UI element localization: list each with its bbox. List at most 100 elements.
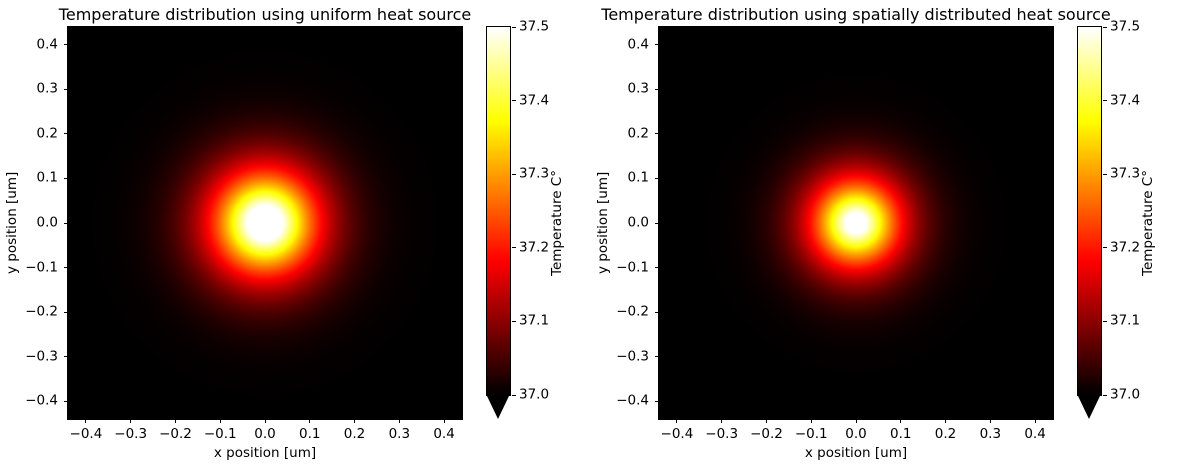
y-tick-label: 0.2 — [36, 125, 58, 142]
x-tick-mark — [989, 419, 991, 423]
y-tick-mark — [64, 356, 68, 358]
y-tick-label: −0.2 — [616, 303, 649, 320]
colorbar-tick-label: 37.0 — [1110, 386, 1141, 403]
y-tick-label: 0.4 — [627, 36, 649, 53]
x-tick-mark — [85, 419, 87, 423]
x-tick-label: −0.2 — [750, 426, 783, 442]
x-tick-label: −0.4 — [69, 426, 103, 442]
x-tick-label: −0.3 — [705, 426, 739, 442]
x-tick-mark — [398, 419, 400, 423]
y-tick-label: −0.3 — [25, 348, 58, 365]
y-tick-label: −0.4 — [616, 392, 649, 409]
x-tick-mark — [765, 419, 767, 423]
x-tick-label: 0.2 — [343, 426, 366, 442]
y-tick-label: 0.4 — [36, 36, 58, 53]
y-tick-mark — [655, 177, 659, 179]
colorbar-canvas — [1077, 26, 1102, 396]
x-tick-label: 0.0 — [845, 426, 867, 442]
colorbar-tick-mark — [512, 320, 516, 322]
subplot-spatially-distributed-heat-source: Temperature distribution using spatially… — [591, 0, 1177, 470]
colorbar-tick-mark — [1103, 26, 1107, 28]
colorbar-tick-mark — [1103, 320, 1107, 322]
y-tick-mark — [64, 311, 68, 313]
y-tick-label: −0.3 — [616, 348, 649, 365]
x-tick-mark — [900, 419, 902, 423]
colorbar-tick-label: 37.2 — [1110, 239, 1141, 256]
colorbar-tick-mark — [1103, 100, 1107, 102]
x-tick-mark — [945, 419, 947, 423]
colorbar-extend-min-arrow — [1078, 396, 1100, 419]
y-tick-mark — [64, 88, 68, 90]
colorbar-tick-label: 37.3 — [1110, 165, 1141, 182]
x-tick-label: 0.4 — [1024, 426, 1046, 442]
y-tick-mark — [655, 311, 659, 313]
colorbar-tick-label: 37.3 — [519, 165, 550, 182]
y-tick-label: 0.0 — [36, 214, 58, 231]
x-tick-mark — [130, 419, 132, 423]
x-tick-label: −0.2 — [159, 426, 192, 442]
y-tick-mark — [655, 88, 659, 90]
x-tick-label: 0.1 — [890, 426, 912, 442]
y-tick-label: 0.2 — [627, 125, 649, 142]
colorbar-tick-label: 37.1 — [1110, 312, 1141, 329]
y-tick-mark — [64, 133, 68, 135]
y-tick-label: 0.1 — [36, 170, 58, 187]
x-tick-mark — [855, 419, 857, 423]
colorbar-tick-label: 37.5 — [519, 18, 550, 35]
colorbar-tick-label: 37.5 — [1110, 18, 1141, 35]
heatmap-canvas — [67, 26, 463, 420]
x-tick-mark — [174, 419, 176, 423]
y-tick-mark — [64, 44, 68, 46]
subplot-uniform-heat-source: Temperature distribution using uniform h… — [0, 0, 586, 470]
y-tick-mark — [655, 400, 659, 402]
x-axis-label: x position [um] — [804, 445, 908, 461]
heatmap-canvas — [658, 26, 1054, 420]
y-tick-mark — [655, 44, 659, 46]
y-tick-mark — [655, 356, 659, 358]
y-tick-mark — [64, 177, 68, 179]
colorbar-label: Temperature C° — [1140, 170, 1156, 276]
colorbar-canvas — [486, 26, 511, 396]
y-tick-label: 0.3 — [627, 80, 649, 97]
colorbar-tick-mark — [512, 247, 516, 249]
x-tick-label: 0.2 — [934, 426, 957, 442]
y-tick-mark — [64, 400, 68, 402]
x-tick-label: −0.1 — [203, 426, 237, 442]
y-tick-label: −0.4 — [25, 392, 58, 409]
x-tick-mark — [309, 419, 311, 423]
x-tick-mark — [354, 419, 356, 423]
y-tick-label: 0.0 — [627, 214, 649, 231]
x-tick-mark — [721, 419, 723, 423]
x-tick-mark — [219, 419, 221, 423]
x-tick-label: 0.0 — [254, 426, 276, 442]
x-tick-label: 0.3 — [979, 426, 1002, 442]
x-tick-label: −0.1 — [794, 426, 828, 442]
x-tick-label: −0.3 — [114, 426, 148, 442]
colorbar-extend-min-arrow — [487, 396, 509, 419]
x-tick-label: 0.4 — [433, 426, 455, 442]
y-tick-label: 0.3 — [36, 80, 58, 97]
colorbar-tick-label: 37.4 — [519, 92, 550, 109]
plot-title: Temperature distribution using spatially… — [601, 5, 1111, 24]
colorbar-tick-mark — [1103, 173, 1107, 175]
colorbar-tick-mark — [512, 394, 516, 396]
x-tick-mark — [443, 419, 445, 423]
colorbar-tick-label: 37.2 — [519, 239, 550, 256]
colorbar-label: Temperature C° — [549, 170, 565, 276]
colorbar-tick-mark — [512, 26, 516, 28]
x-tick-label: −0.4 — [660, 426, 694, 442]
colorbar-tick-label: 37.1 — [519, 312, 550, 329]
colorbar-tick-label: 37.4 — [1110, 92, 1141, 109]
x-axis-label: x position [um] — [213, 445, 317, 461]
y-tick-label: −0.1 — [616, 259, 649, 276]
colorbar-tick-mark — [1103, 394, 1107, 396]
x-tick-mark — [676, 419, 678, 423]
y-tick-label: −0.1 — [25, 259, 58, 276]
x-tick-label: 0.3 — [388, 426, 411, 442]
x-tick-label: 0.1 — [299, 426, 321, 442]
y-tick-mark — [655, 222, 659, 224]
y-tick-label: 0.1 — [627, 170, 649, 187]
colorbar-tick-mark — [512, 173, 516, 175]
y-tick-mark — [64, 222, 68, 224]
